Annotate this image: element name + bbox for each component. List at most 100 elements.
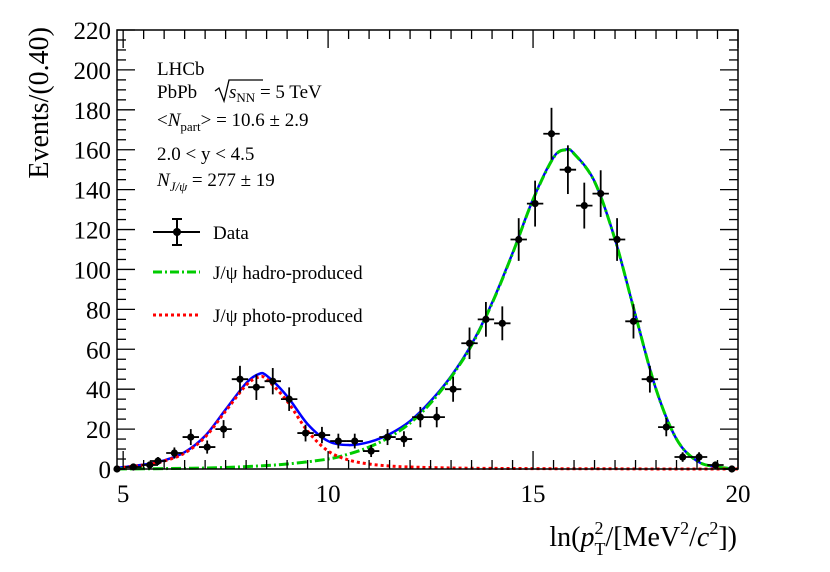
data-point-marker: [285, 395, 293, 403]
y-axis-title: Events/(0.40): [24, 27, 55, 179]
info-npart: <Npart> = 10.6 ± 2.9: [157, 110, 308, 134]
data-point-marker: [301, 429, 310, 437]
x-title-c-sup: 2: [709, 518, 718, 538]
data-point: [674, 452, 691, 462]
info-njpsi-post: = 277 ± 19: [187, 170, 275, 191]
x-title-close: ]): [718, 522, 737, 553]
legend-hadro-label: J/ψ hadro-produced: [213, 263, 363, 284]
data-point-marker: [269, 377, 277, 385]
data-point-marker: [646, 375, 654, 383]
y-tick-label: 0: [99, 457, 112, 484]
data-point-marker: [187, 433, 195, 441]
data-point-marker: [334, 437, 342, 445]
data-point: [297, 424, 314, 442]
data-point: [395, 431, 413, 447]
data-point-marker: [252, 383, 260, 391]
x-title-p-sub: T: [594, 539, 605, 559]
x-axis-title: ln(p2 T/[MeV2/c2]): [549, 518, 737, 559]
data-point-marker: [597, 190, 605, 198]
data-point-marker: [351, 437, 359, 445]
legend: Data J/ψ hadro-produced J/ψ photo-produc…: [153, 218, 363, 327]
info-block: LHCb PbPb sNN = 5 TeV <Npart> = 10.6 ± 2…: [156, 59, 322, 194]
x-title-unit-sup: 2: [680, 518, 689, 538]
data-point-marker: [679, 453, 687, 461]
x-title-c: c: [697, 522, 710, 553]
data-point-marker: [416, 413, 424, 421]
info-npart-sub: part: [180, 119, 201, 134]
y-tick-label: 20: [86, 417, 111, 444]
info-collision: PbPb: [157, 82, 197, 103]
data-point: [166, 447, 183, 459]
data-point-marker: [629, 317, 638, 325]
data-point: [379, 429, 396, 446]
data-point-marker: [203, 443, 211, 451]
data-point: [690, 452, 708, 462]
info-collision-post: = 5 TeV: [255, 82, 322, 103]
info-collision-sub: NN: [236, 90, 255, 105]
x-tick-label: 15: [521, 481, 546, 508]
data-point: [494, 306, 511, 341]
data-point-marker: [465, 339, 474, 347]
y-tick-label: 160: [74, 138, 112, 165]
data-point-marker: [170, 449, 178, 457]
data-point-marker: [695, 453, 703, 461]
data-point-marker: [531, 200, 539, 208]
info-collision-energy: sNN = 5 TeV: [229, 82, 322, 105]
data-point: [576, 182, 593, 229]
data-point-marker: [449, 385, 457, 393]
legend-data-marker: [153, 218, 200, 246]
data-point-marker: [367, 447, 375, 455]
info-npart-post: > = 10.6 ± 2.9: [201, 110, 309, 131]
hadro-produced-curve: [116, 147, 739, 471]
x-title-slash: /: [689, 522, 697, 553]
data-point: [543, 107, 560, 160]
data-point-marker: [400, 435, 408, 443]
data-point-marker: [613, 235, 621, 244]
fit-curves: [116, 147, 739, 471]
y-tick-label: 220: [74, 18, 112, 45]
y-tick-label: 140: [74, 178, 112, 205]
data-point: [412, 406, 429, 428]
legend-photo-label: J/ψ photo-produced: [213, 306, 363, 327]
data-points: [113, 107, 738, 473]
data-point: [592, 170, 609, 217]
sqrt-symbol: [214, 79, 263, 104]
info-rapidity: 2.0 < y < 4.5: [157, 144, 254, 165]
data-point-marker: [154, 457, 162, 465]
data-point-marker: [433, 413, 441, 421]
x-tick-label: 20: [726, 481, 751, 508]
data-point: [526, 180, 544, 227]
data-point: [182, 429, 199, 446]
y-tick-label: 200: [74, 58, 112, 85]
data-point: [231, 365, 249, 393]
data-point: [608, 218, 626, 261]
y-tick-label: 100: [74, 257, 112, 284]
info-njpsi-sub: J/ψ: [170, 179, 188, 194]
x-title-p-sup: 2: [594, 518, 603, 538]
data-point: [149, 457, 167, 466]
x-tick-label: 5: [117, 481, 130, 508]
data-point: [362, 445, 380, 458]
data-point-marker: [236, 375, 244, 383]
data-point: [248, 374, 265, 400]
data-point-marker: [547, 130, 556, 138]
data-point-marker: [580, 202, 588, 210]
data-point-marker: [146, 461, 154, 469]
info-njpsi: NJ/ψ = 277 ± 19: [156, 170, 275, 194]
total-fit-curve: [116, 147, 739, 471]
y-tick-label: 180: [74, 98, 112, 125]
data-point: [625, 304, 642, 339]
data-point: [313, 426, 331, 444]
photo-produced-curve: [116, 374, 738, 471]
x-title-unit: /[MeV: [605, 522, 680, 553]
data-point: [330, 433, 347, 449]
data-point-marker: [662, 423, 670, 431]
data-point: [198, 440, 216, 454]
data-point: [264, 368, 281, 395]
info-experiment: LHCb: [157, 59, 205, 80]
info-njpsi-symbol: N: [156, 170, 171, 191]
info-npart-symbol: N: [167, 110, 182, 131]
data-point-marker: [383, 433, 392, 441]
data-point-marker: [482, 315, 490, 323]
